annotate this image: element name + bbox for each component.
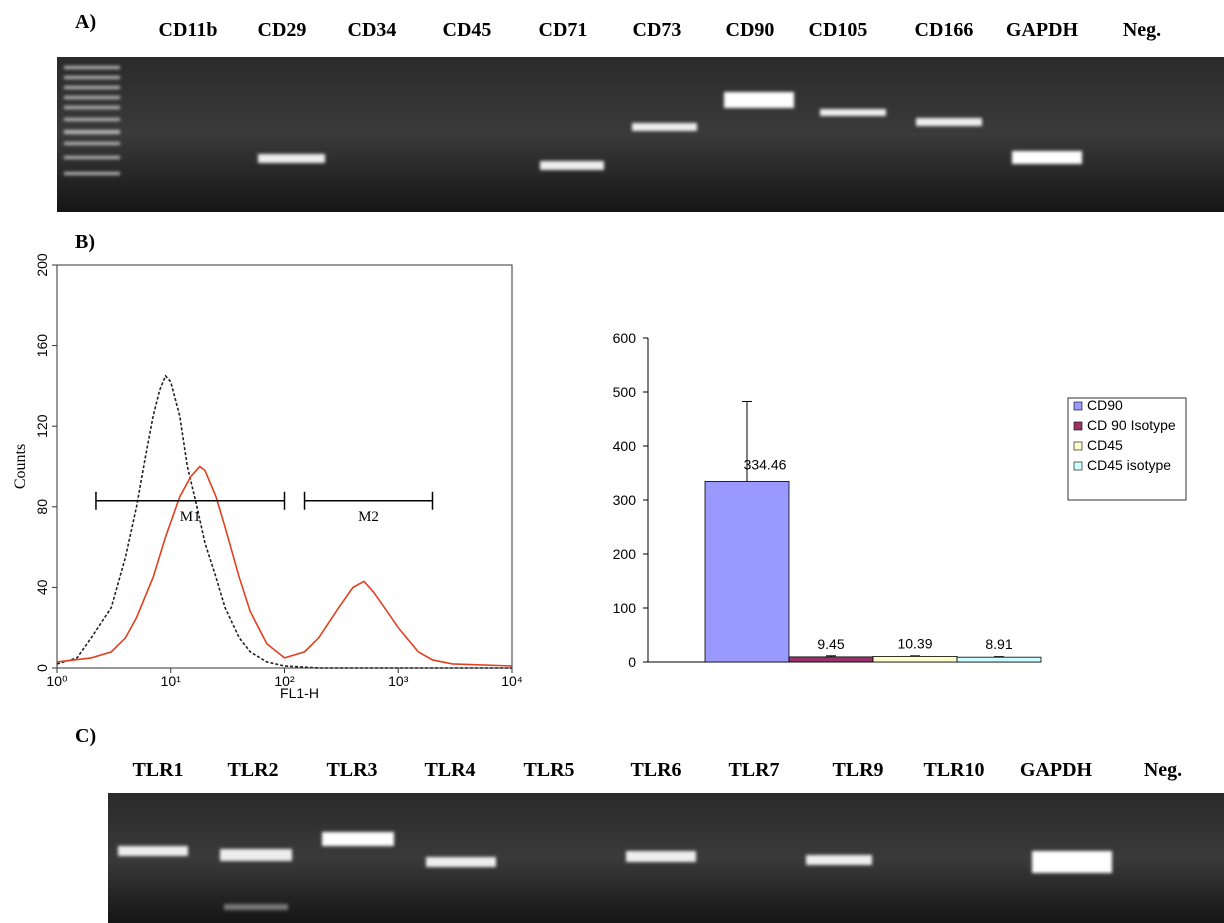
- lane-label: CD45: [443, 19, 492, 41]
- y-tick-label: 120: [34, 414, 50, 438]
- y-tick-label: 600: [613, 330, 637, 346]
- x-tick-label: 10²: [274, 673, 295, 689]
- y-tick-label: 300: [613, 492, 637, 508]
- legend-swatch: [1073, 401, 1083, 411]
- marker-label: M1: [180, 509, 201, 525]
- y-tick-label: 200: [34, 253, 50, 277]
- lane-label: CD166: [915, 19, 974, 41]
- lane-label: CD73: [633, 19, 682, 41]
- y-tick-label: 0: [628, 654, 636, 670]
- lane-label: TLR10: [923, 759, 984, 781]
- value-label: 9.45: [817, 636, 844, 652]
- ladder: [64, 66, 120, 175]
- gel-a-bands: [258, 92, 1082, 170]
- bar: [956, 656, 1042, 663]
- x-tick-label: 10¹: [161, 673, 182, 689]
- histogram-line: [56, 465, 513, 667]
- lane-label: TLR2: [227, 759, 278, 781]
- bar: [872, 655, 958, 663]
- lane-label: TLR5: [523, 759, 574, 781]
- legend-swatch: [1073, 421, 1083, 431]
- y-tick-label: 40: [34, 579, 50, 595]
- lane-label: CD11b: [159, 19, 218, 41]
- lane-label: GAPDH: [1006, 19, 1079, 41]
- lane-label: CD105: [809, 19, 868, 41]
- marker-label: M2: [358, 509, 379, 525]
- histogram-line: [56, 374, 512, 669]
- x-axis-label: FL1-H: [280, 685, 319, 701]
- value-label: 334.46: [744, 456, 787, 472]
- value-label: 10.39: [897, 635, 932, 651]
- panel-label: C): [75, 725, 96, 747]
- y-tick-label: 80: [34, 499, 50, 515]
- lane-label: TLR4: [424, 759, 475, 781]
- lane-label: CD90: [726, 19, 775, 41]
- legend-label: CD 90 Isotype: [1087, 417, 1176, 433]
- y-tick-label: 0: [34, 664, 50, 672]
- gel-c-bands: [118, 832, 1112, 910]
- plot-frame: [56, 264, 513, 669]
- y-tick-label: 500: [613, 384, 637, 400]
- lane-label: CD71: [539, 19, 588, 41]
- lane-label: GAPDH: [1020, 759, 1093, 781]
- legend-label: CD90: [1087, 397, 1123, 413]
- value-label: 8.91: [985, 636, 1012, 652]
- legend-label: CD45 isotype: [1087, 457, 1171, 473]
- gel-a: [57, 57, 1224, 212]
- bar: [704, 480, 790, 663]
- panel-label: B): [75, 231, 95, 253]
- y-tick-label: 100: [613, 600, 637, 616]
- y-tick-label: 400: [613, 438, 637, 454]
- lane-label: TLR3: [326, 759, 377, 781]
- y-tick-label: 160: [34, 334, 50, 358]
- legend-label: CD45: [1087, 437, 1123, 453]
- y-tick-label: 200: [613, 546, 637, 562]
- y-axis-label: Counts: [12, 444, 29, 489]
- lane-label: Neg.: [1144, 759, 1182, 781]
- x-tick-label: 10³: [388, 673, 409, 689]
- x-tick-label: 10⁰: [46, 673, 68, 689]
- panel-label: A): [75, 11, 96, 33]
- lane-label: CD29: [258, 19, 307, 41]
- lane-label: TLR6: [630, 759, 681, 781]
- lane-label: CD34: [348, 19, 397, 41]
- bar: [788, 656, 874, 663]
- legend-swatch: [1073, 441, 1083, 451]
- lane-label: Neg.: [1123, 19, 1161, 41]
- x-tick-label: 10⁴: [501, 673, 523, 689]
- legend-frame: [1067, 397, 1187, 501]
- lane-label: TLR7: [728, 759, 779, 781]
- lane-label: TLR1: [132, 759, 183, 781]
- lane-label: TLR9: [832, 759, 883, 781]
- legend-swatch: [1073, 461, 1083, 471]
